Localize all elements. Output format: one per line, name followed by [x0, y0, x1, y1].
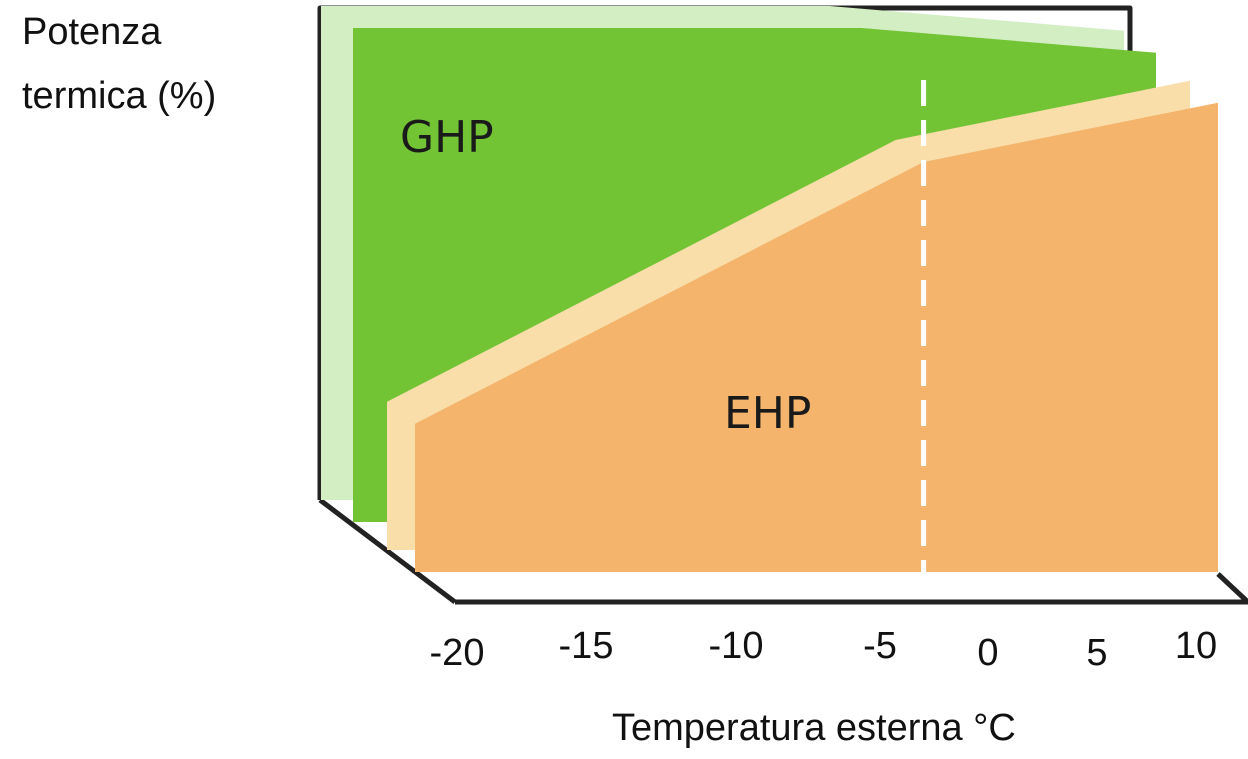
x-tick-label: -15: [559, 625, 614, 667]
x-tick-label: 0: [977, 632, 998, 674]
y-axis-label-line-1: Potenza: [22, 11, 162, 53]
x-tick-label: 10: [1175, 625, 1217, 667]
y-axis-label-line-2: termica (%): [22, 75, 216, 117]
right-floor-edge: [1216, 572, 1248, 604]
x-tick-label: 5: [1086, 632, 1107, 674]
series-label-ehp: EHP: [724, 388, 811, 439]
x-axis-label: Temperatura esterna °C: [612, 707, 1016, 749]
x-tick-label: -5: [863, 625, 897, 667]
series-ehp: [387, 80, 1218, 572]
x-tick-label: -20: [430, 632, 485, 674]
left-floor-edge: [318, 498, 457, 604]
series-label-ghp: GHP: [400, 112, 494, 163]
x-axis-ticks: -20 -15 -10 -5 0 5 10: [430, 625, 1218, 674]
ehp-area: [415, 102, 1218, 572]
x-tick-label: -10: [709, 625, 764, 667]
